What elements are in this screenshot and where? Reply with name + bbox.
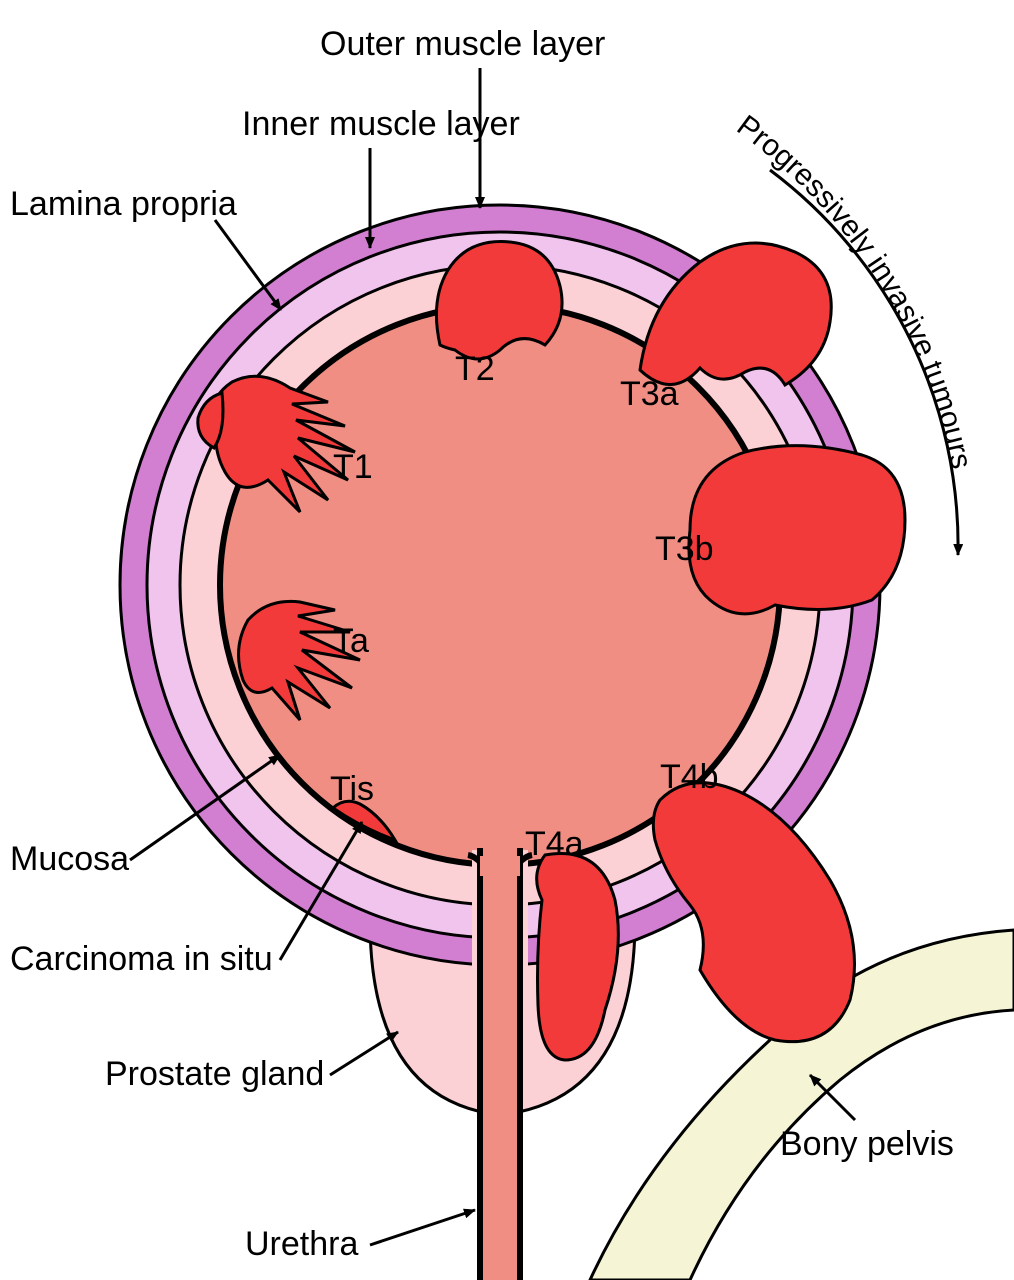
lamina-propria-label: Lamina propria: [10, 185, 237, 223]
t2-label: T2: [455, 350, 495, 388]
t4b-label: T4b: [660, 758, 719, 796]
urethra-shape: [480, 848, 520, 1280]
prostate-leader: [330, 1032, 398, 1075]
tis-label: Tis: [330, 770, 374, 808]
lamina-propria-leader: [215, 220, 281, 310]
outer-muscle-label: Outer muscle layer: [320, 25, 605, 63]
cis-label: Carcinoma in situ: [10, 940, 273, 978]
inner-muscle-label: Inner muscle layer: [242, 105, 520, 143]
prostate-label: Prostate gland: [105, 1055, 324, 1093]
urethra-label: Urethra: [245, 1225, 358, 1263]
urethra-leader: [370, 1210, 475, 1245]
tumour-t2-shape: [436, 242, 562, 359]
bony-pelvis-label: Bony pelvis: [780, 1125, 954, 1163]
t1-label: T1: [333, 448, 373, 486]
t3b-label: T3b: [655, 530, 714, 568]
t3a-label: T3a: [620, 375, 679, 413]
tumour-t3b-shape: [689, 446, 905, 614]
t4a-label: T4a: [525, 825, 584, 863]
mucosa-label: Mucosa: [10, 840, 129, 878]
ta-label: Ta: [333, 622, 369, 660]
